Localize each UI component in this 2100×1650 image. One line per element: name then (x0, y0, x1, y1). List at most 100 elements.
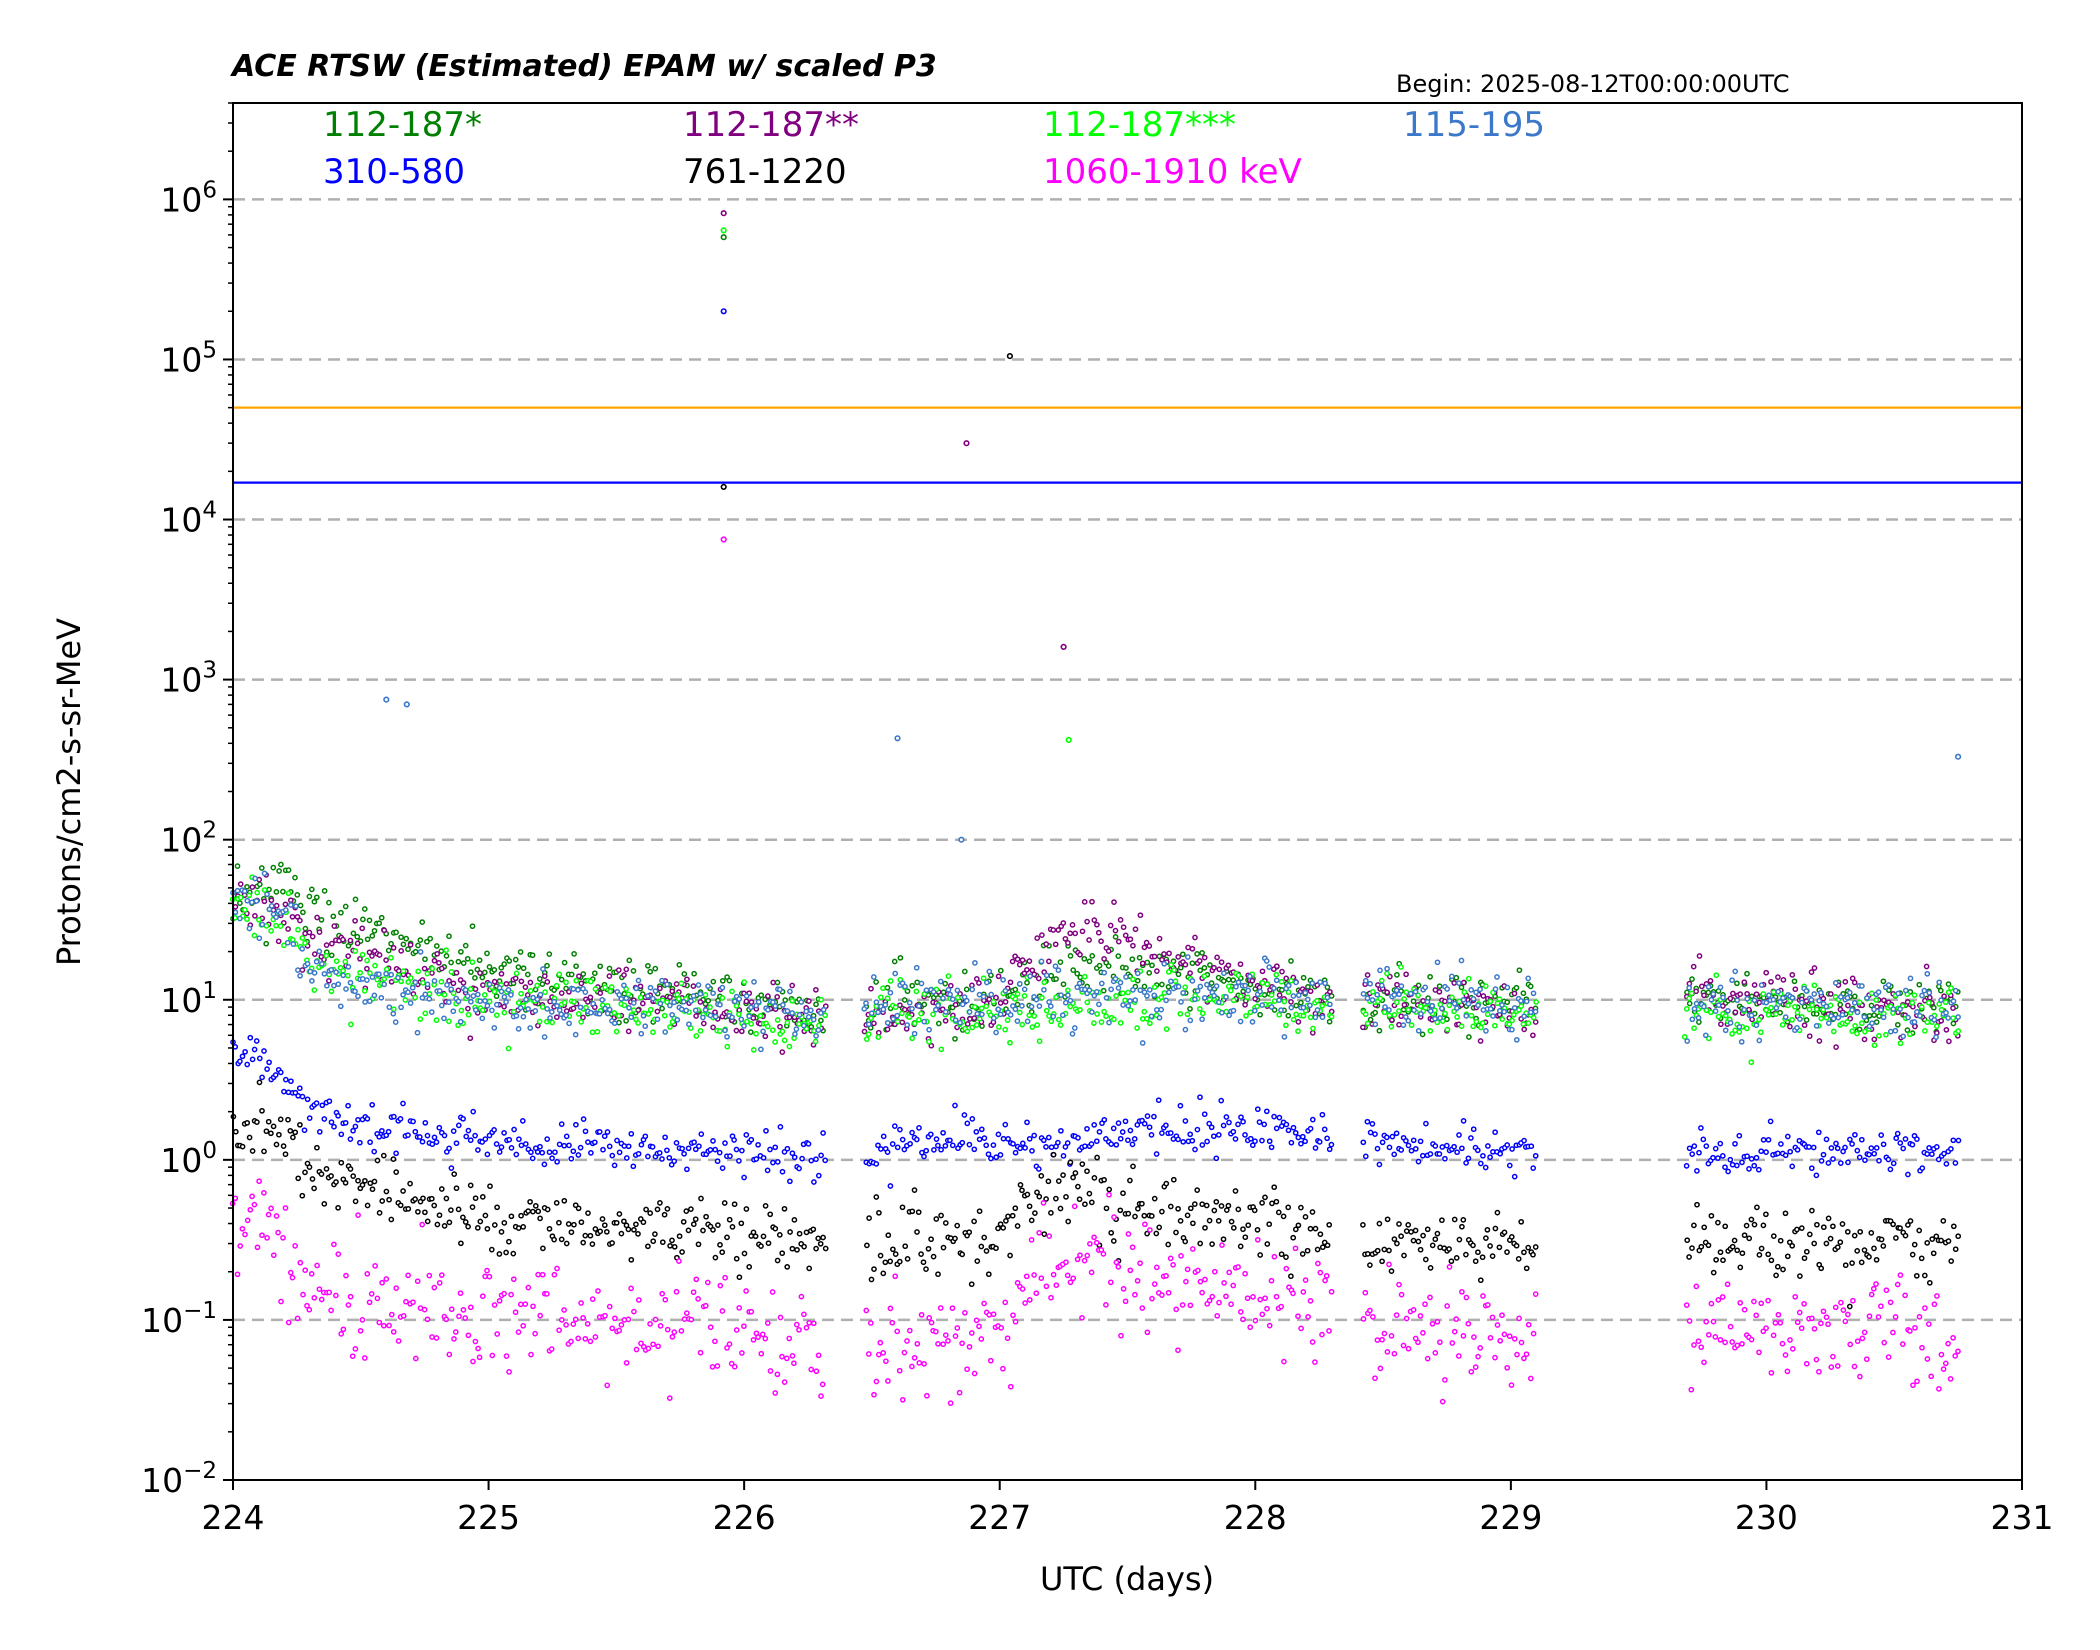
data-point (945, 986, 952, 993)
data-point (256, 1178, 262, 1185)
data-point (1052, 941, 1059, 948)
data-point (937, 1305, 944, 1311)
data-point (364, 936, 371, 943)
data-point (1734, 1162, 1740, 1169)
data-point (431, 1134, 438, 1141)
data-point (457, 1018, 464, 1025)
data-point (1028, 1003, 1035, 1010)
data-point (657, 1000, 664, 1007)
data-point (436, 1212, 443, 1219)
data-point (1894, 1130, 1901, 1137)
data-point (606, 1006, 613, 1013)
data-point (1454, 1014, 1460, 1020)
data-point (1880, 978, 1887, 985)
data-point (1153, 1230, 1160, 1237)
data-point (1437, 1015, 1443, 1021)
data-point (1048, 1294, 1054, 1301)
data-point (364, 1202, 371, 1209)
data-point (690, 1289, 697, 1296)
data-point (1221, 1280, 1227, 1286)
data-point (1278, 1251, 1285, 1258)
data-point (462, 1315, 469, 1321)
data-point (897, 1126, 903, 1133)
data-point (359, 1182, 366, 1188)
data-point (1520, 990, 1527, 997)
data-point (963, 997, 970, 1004)
data-point (1107, 922, 1114, 929)
data-point (350, 1173, 357, 1179)
data-point (1909, 1251, 1916, 1258)
data-point (887, 978, 894, 984)
data-point (1310, 1025, 1316, 1032)
data-point (1194, 988, 1201, 994)
data-point (942, 1220, 949, 1226)
data-point (458, 948, 464, 955)
data-point (1257, 988, 1263, 995)
data-point (692, 1146, 699, 1153)
data-point (1722, 1223, 1729, 1230)
data-point (1875, 1314, 1882, 1320)
data-point (1834, 1244, 1841, 1251)
data-point (434, 1221, 441, 1228)
data-point (391, 1113, 397, 1120)
data-point (1866, 1313, 1873, 1320)
data-point (1262, 1295, 1268, 1302)
data-point (506, 958, 513, 964)
data-point (1199, 1289, 1205, 1296)
data-point (1177, 964, 1184, 971)
data-point (1847, 1136, 1853, 1143)
data-point (1480, 1293, 1486, 1299)
data-point (1081, 899, 1088, 905)
data-point (625, 1028, 632, 1035)
data-point (628, 1285, 634, 1292)
data-point (772, 1225, 779, 1232)
data-point (661, 1012, 668, 1019)
data-point (1921, 987, 1928, 994)
data-point (976, 1015, 983, 1022)
data-point (1095, 929, 1102, 936)
data-point (1511, 1005, 1518, 1011)
data-point (1532, 1019, 1539, 1025)
data-point (577, 1144, 584, 1151)
data-point (591, 970, 598, 977)
data-point (388, 940, 394, 947)
data-point (1852, 1131, 1858, 1138)
data-point (1384, 970, 1390, 977)
data-point (1364, 1251, 1371, 1257)
data-point (467, 1137, 474, 1144)
data-point (1511, 1335, 1518, 1342)
data-point (392, 1019, 399, 1025)
data-point (1171, 967, 1177, 973)
data-point (1376, 1161, 1383, 1168)
data-point (949, 1305, 956, 1312)
data-point (1427, 1265, 1434, 1271)
data-point (890, 1015, 897, 1022)
data-point (1487, 1154, 1493, 1161)
data-point (349, 1353, 356, 1360)
data-point (313, 958, 320, 965)
data-point (323, 952, 330, 959)
data-point (1784, 1253, 1791, 1260)
data-point (1170, 1262, 1176, 1268)
data-point (234, 1271, 241, 1278)
data-point (1220, 1122, 1227, 1129)
data-point (1871, 1150, 1878, 1157)
data-point (1283, 1254, 1289, 1260)
data-point (1751, 1221, 1758, 1228)
data-point (1043, 1196, 1049, 1202)
data-point (1192, 996, 1198, 1003)
data-point (1434, 959, 1441, 966)
data-point (1187, 1302, 1194, 1309)
data-point (1945, 981, 1952, 987)
data-point (287, 1127, 294, 1134)
data-point (803, 1008, 810, 1015)
data-point (1187, 1131, 1194, 1138)
data-point (1391, 1151, 1398, 1158)
data-point (887, 989, 894, 996)
data-point (807, 1007, 814, 1014)
data-point (1859, 983, 1865, 989)
data-point (297, 1121, 303, 1128)
data-point (412, 1196, 418, 1202)
data-point (1417, 1138, 1424, 1145)
